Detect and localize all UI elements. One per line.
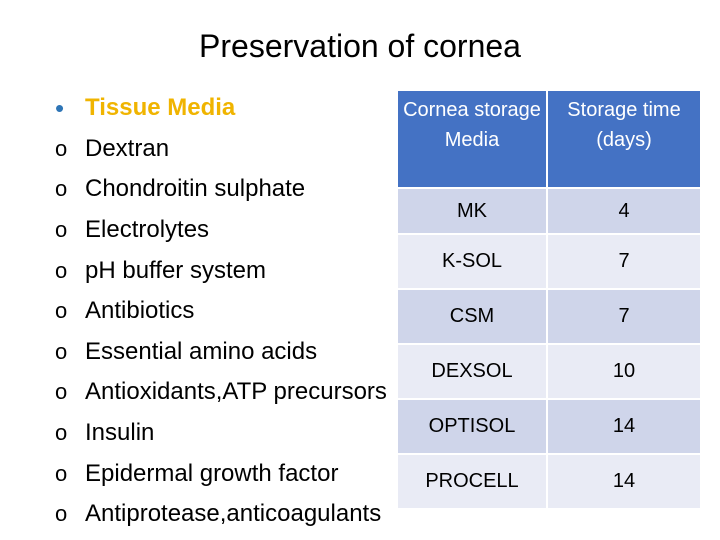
storage-media-table: Cornea storage Media Storage time (days)… [398, 91, 700, 510]
bullet-heading: • Tissue Media [55, 88, 387, 129]
list-item: o Essential amino acids [55, 332, 387, 373]
list-item-text: Dextran [85, 134, 170, 162]
table-row: CSM 7 [398, 290, 700, 345]
table-header-row: Cornea storage Media Storage time (days) [398, 91, 700, 189]
circle-bullet-icon: o [55, 501, 68, 527]
list-item-text: Antiprotease,anticoagulants [85, 500, 382, 528]
circle-bullet-icon: o [55, 135, 68, 161]
list-item-text: Antibiotics [85, 297, 195, 325]
days-cell: 7 [548, 290, 700, 345]
bullet-heading-text: Tissue Media [85, 94, 236, 122]
list-item: o Insulin [55, 413, 387, 454]
media-cell: MK [398, 189, 548, 235]
table-row: PROCELL 14 [398, 455, 700, 510]
list-item: o pH buffer system [55, 250, 387, 291]
list-item: o Antiprotease,anticoagulants [55, 494, 387, 535]
list-item-text: pH buffer system [85, 256, 266, 284]
media-cell: PROCELL [398, 455, 548, 510]
days-cell: 14 [548, 455, 700, 510]
list-item: o Antioxidants,ATP precursors [55, 372, 387, 413]
table-row: MK 4 [398, 189, 700, 235]
media-cell: CSM [398, 290, 548, 345]
table-row: DEXSOL 10 [398, 345, 700, 400]
header-storage-time: Storage time (days) [548, 91, 700, 189]
days-cell: 4 [548, 189, 700, 235]
list-item-text: Epidermal growth factor [85, 459, 339, 487]
list-item: o Dextran [55, 129, 387, 170]
media-cell: DEXSOL [398, 345, 548, 400]
circle-bullet-icon: o [55, 338, 68, 364]
table-row: K-SOL 7 [398, 235, 700, 290]
media-cell: K-SOL [398, 235, 548, 290]
list-item: o Antibiotics [55, 291, 387, 332]
circle-bullet-icon: o [55, 176, 68, 202]
bullet-dot-icon: • [55, 93, 65, 124]
circle-bullet-icon: o [55, 379, 68, 405]
table-row: OPTISOL 14 [398, 400, 700, 455]
circle-bullet-icon: o [55, 460, 68, 486]
slide-title: Preservation of cornea [199, 28, 521, 64]
circle-bullet-icon: o [55, 217, 68, 243]
days-cell: 7 [548, 235, 700, 290]
list-item: o Chondroitin sulphate [55, 169, 387, 210]
list-item-text: Antioxidants,ATP precursors [85, 378, 387, 406]
days-cell: 14 [548, 400, 700, 455]
list-item: o Epidermal growth factor [55, 453, 387, 494]
list-item: o Electrolytes [55, 210, 387, 251]
list-item-text: Essential amino acids [85, 337, 318, 365]
media-cell: OPTISOL [398, 400, 548, 455]
bullet-list: • Tissue Media o Dextran o Chondroitin sul… [55, 88, 387, 535]
circle-bullet-icon: o [55, 420, 68, 446]
list-item-text: Electrolytes [85, 216, 210, 244]
days-cell: 10 [548, 345, 700, 400]
list-item-text: Chondroitin sulphate [85, 175, 306, 203]
circle-bullet-icon: o [55, 257, 68, 283]
circle-bullet-icon: o [55, 298, 68, 324]
header-cornea-storage-media: Cornea storage Media [398, 91, 548, 189]
list-item-text: Insulin [85, 419, 155, 447]
